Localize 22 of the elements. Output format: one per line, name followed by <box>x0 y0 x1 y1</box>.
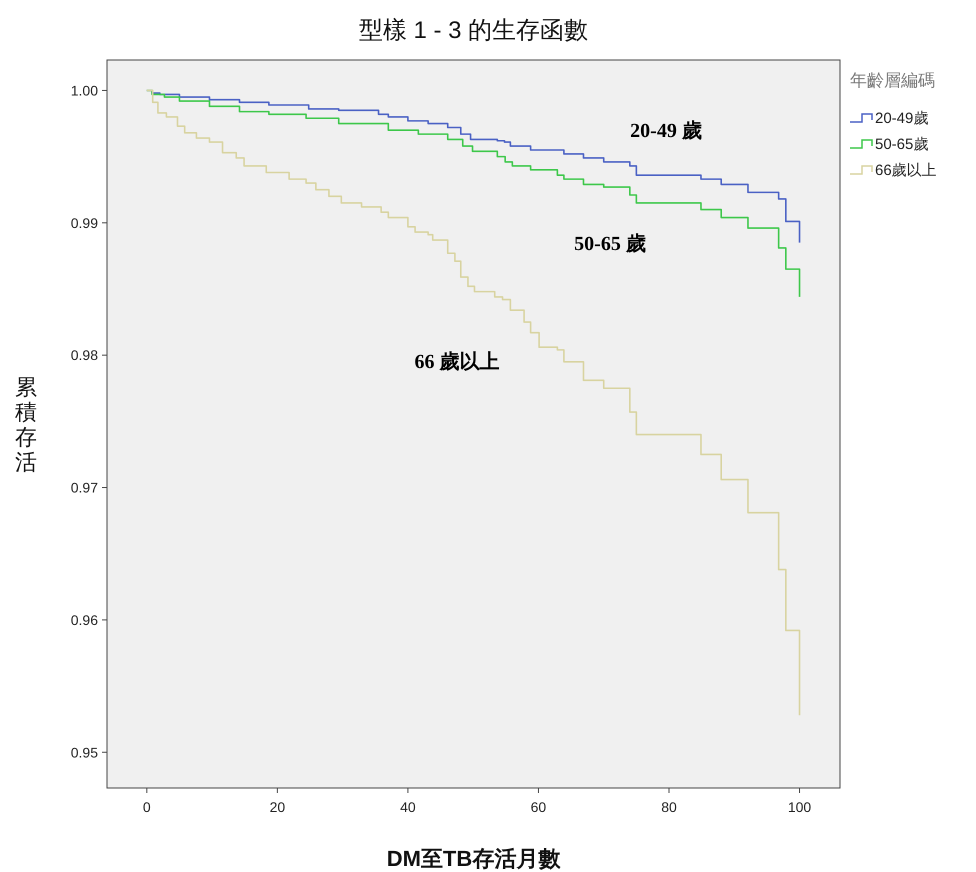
legend-label: 20-49歲 <box>875 110 928 127</box>
y-tick-label: 0.95 <box>70 744 98 760</box>
legend-label: 66歲以上 <box>875 162 937 179</box>
legend-label: 50-65歲 <box>875 136 928 153</box>
x-tick-label: 60 <box>530 799 546 815</box>
annotation: 66 歲以上 <box>414 351 500 373</box>
y-axis-title: 累積存活 <box>15 374 37 474</box>
y-tick-label: 0.96 <box>70 612 98 628</box>
x-tick-label: 20 <box>270 799 286 815</box>
y-tick-label: 1.00 <box>70 82 98 98</box>
x-tick-label: 80 <box>661 799 677 815</box>
annotation: 20-49 歲 <box>630 120 702 142</box>
legend-title: 年齡層編碼 <box>850 71 935 90</box>
x-tick-label: 100 <box>788 799 812 815</box>
y-tick-label: 0.97 <box>70 480 98 496</box>
x-axis-title: DM至TB存活月數 <box>386 846 562 871</box>
y-tick-label: 0.99 <box>70 214 98 231</box>
y-tick-label: 0.98 <box>70 347 98 364</box>
chart-title: 型樣 1 - 3 的生存函數 <box>358 17 588 44</box>
x-tick-label: 0 <box>142 799 151 815</box>
annotation: 50-65 歲 <box>574 233 646 255</box>
x-tick-label: 40 <box>400 799 416 815</box>
